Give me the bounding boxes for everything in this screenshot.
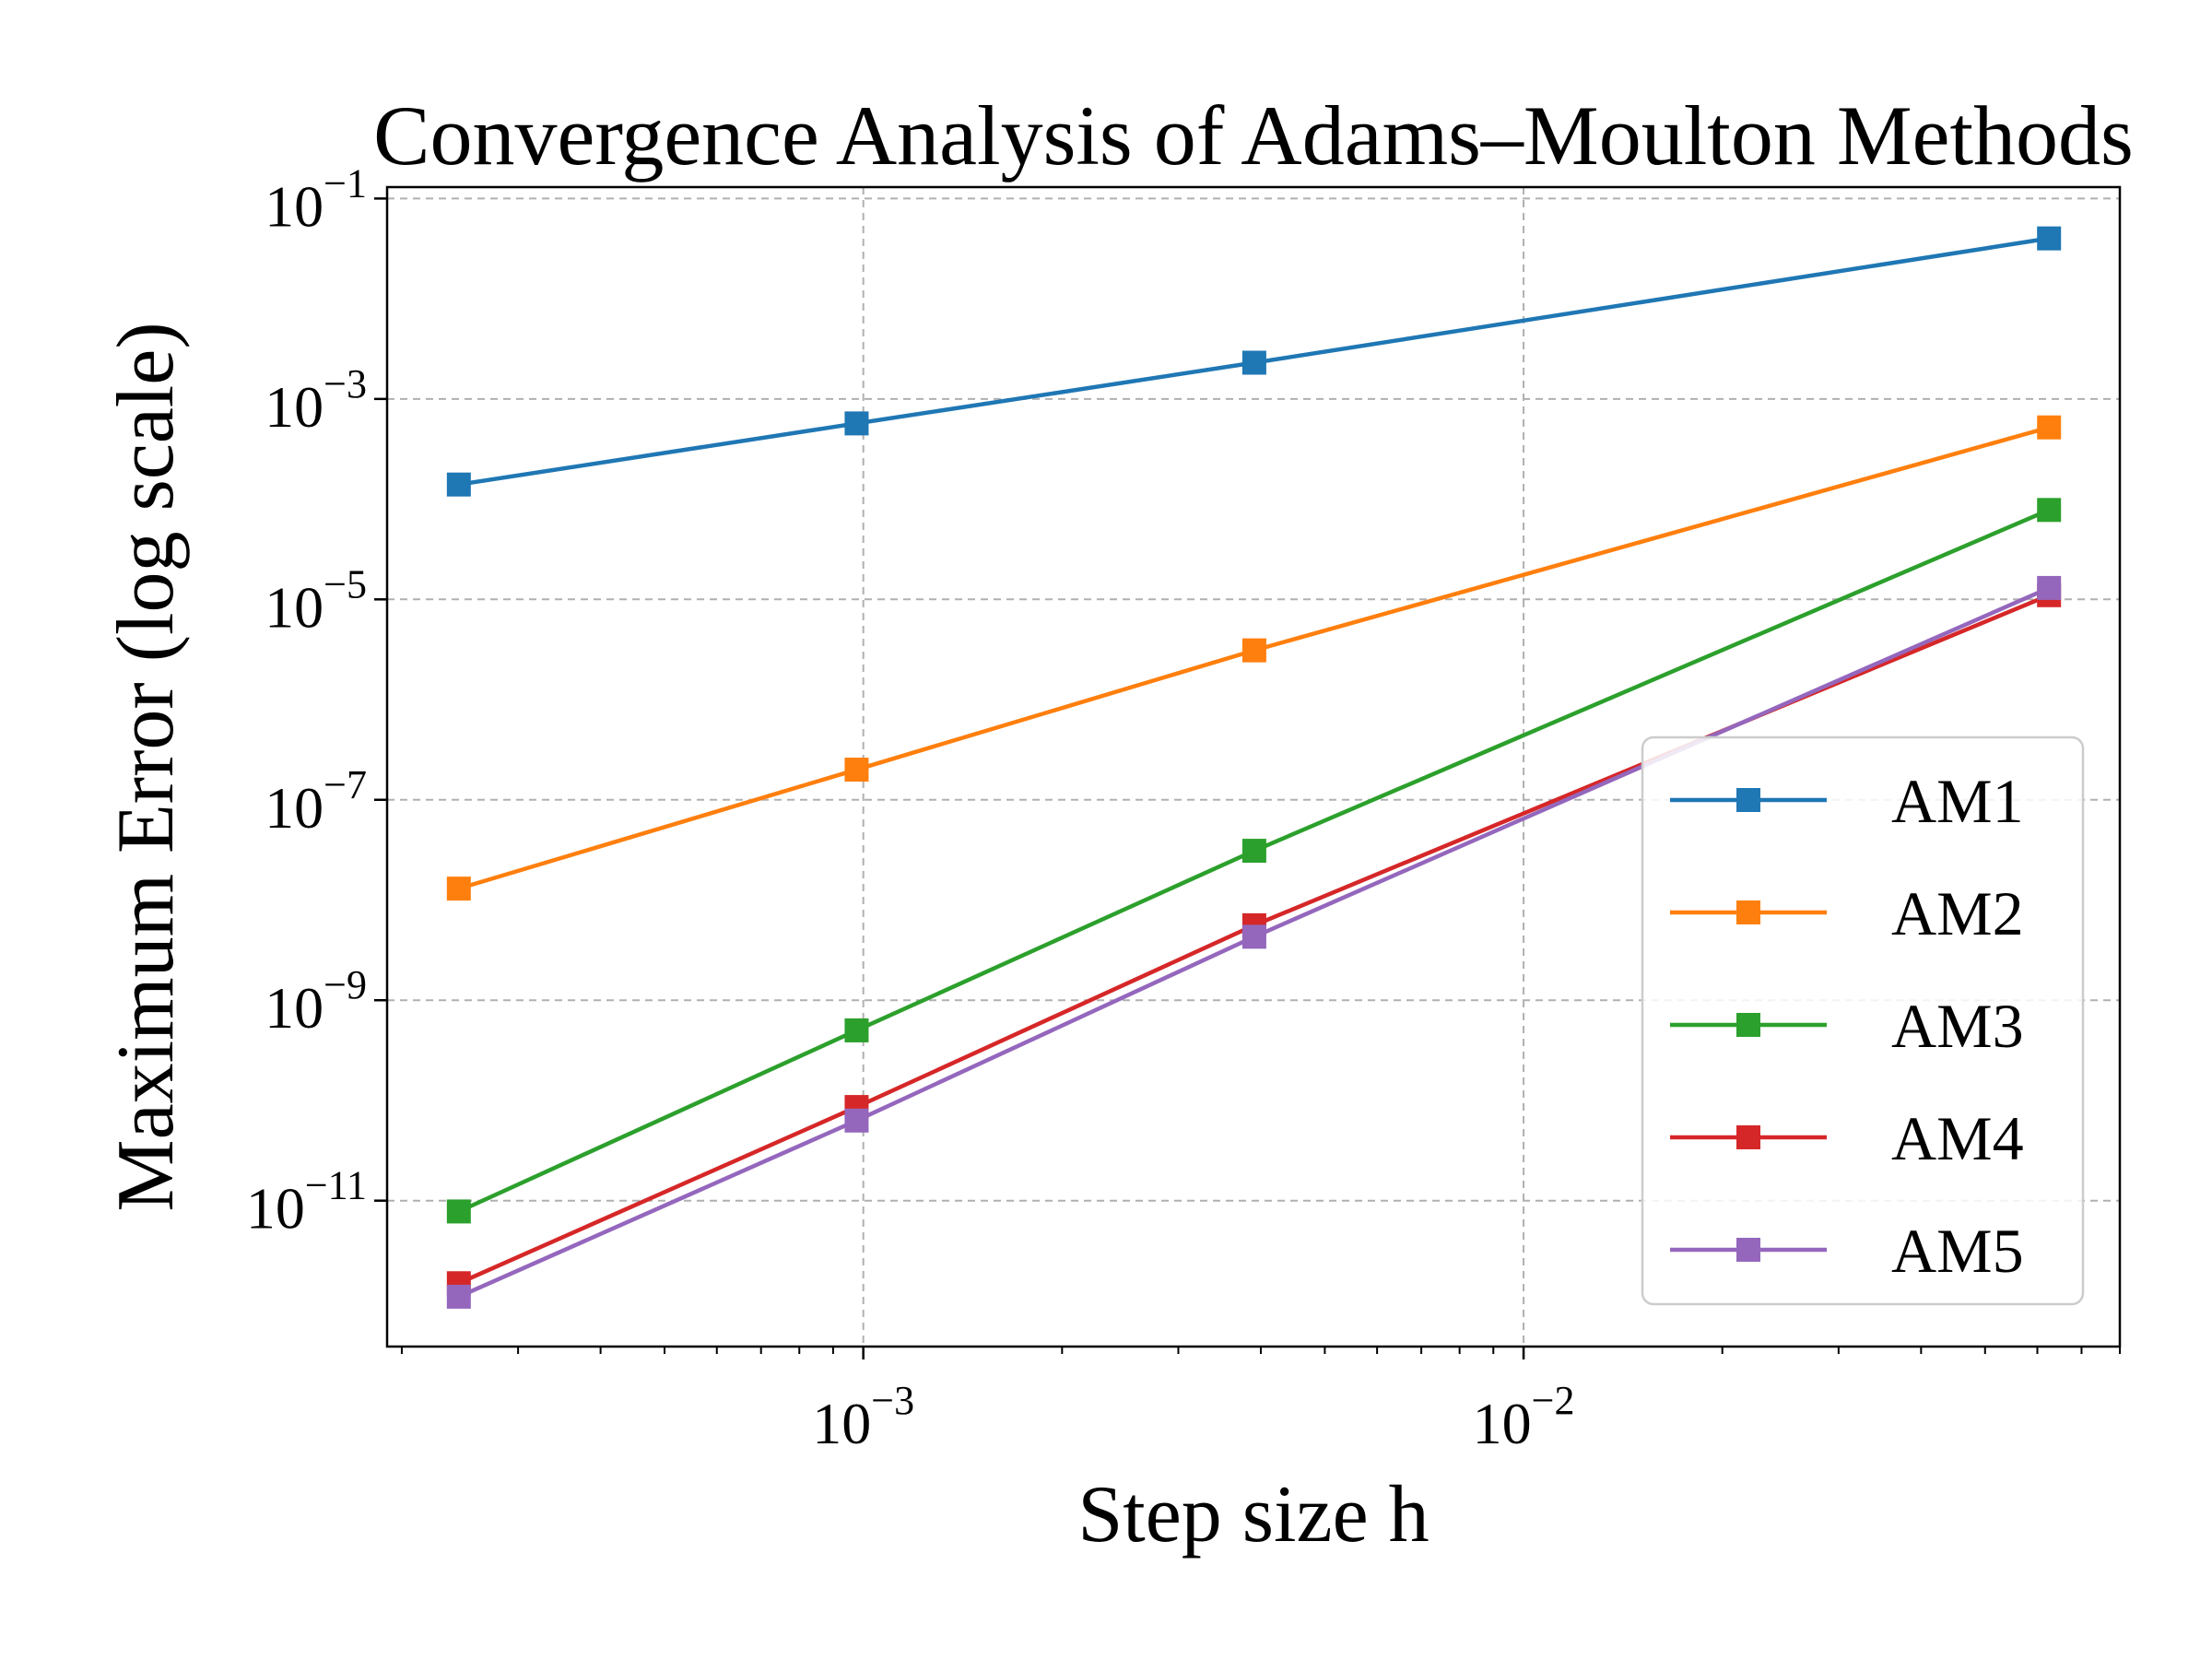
series-line	[457, 508, 2051, 1214]
plot-frame	[385, 185, 2122, 1348]
data-point	[844, 758, 869, 782]
x-axis-label: Step size h	[1077, 1470, 1429, 1559]
series-am1	[446, 226, 2062, 497]
legend-item-am1: AM1	[1670, 766, 2024, 836]
data-point	[1241, 924, 1266, 949]
data-point	[1241, 638, 1266, 663]
legend-item-am3: AM3	[1670, 991, 2024, 1061]
legend: AM1 AM2 AM3 AM4 AM5	[1641, 735, 2085, 1306]
legend-swatch-marker	[1736, 900, 1760, 924]
y-tick-label: 10−1	[265, 160, 367, 239]
y-tick-label: 10−7	[265, 762, 367, 841]
data-point	[844, 411, 869, 436]
x-tick-label: 10−3	[812, 1378, 914, 1456]
legend-label: AM2	[1891, 878, 2024, 948]
series-line	[458, 236, 2050, 487]
y-tick-label: 10−5	[265, 561, 367, 640]
legend-item-am2: AM2	[1670, 878, 2024, 948]
data-point	[2037, 498, 2062, 523]
y-axis-label: Maximum Error (log scale)	[101, 322, 191, 1211]
data-point	[446, 877, 471, 901]
data-point	[1241, 350, 1266, 375]
data-point	[2037, 226, 2062, 251]
data-point	[2037, 415, 2062, 440]
series-am2	[446, 415, 2062, 901]
chart-title: Convergence Analysis of Adams–Moulton Me…	[373, 88, 2134, 182]
legend-label: AM3	[1891, 991, 2024, 1061]
axis-ticks: 10−3 10−2 10−1 10−3 10−5 10−7 10−9 10−11	[246, 160, 2121, 1456]
data-point	[446, 1199, 471, 1224]
legend-label: AM4	[1891, 1103, 2024, 1173]
data-point	[446, 472, 471, 497]
series-line	[458, 425, 2050, 891]
series-am3	[446, 498, 2062, 1224]
data-point	[446, 1284, 471, 1309]
legend-label: AM5	[1891, 1216, 2024, 1286]
legend-swatch-marker	[1736, 1125, 1760, 1149]
legend-swatch-marker	[1736, 1013, 1760, 1037]
legend-item-am5: AM5	[1670, 1216, 2024, 1286]
x-tick-label: 10−2	[1473, 1378, 1575, 1456]
legend-label: AM1	[1891, 766, 2024, 836]
legend-box	[1641, 735, 2085, 1306]
data-point	[2037, 575, 2062, 600]
y-tick-label: 10−11	[246, 1163, 367, 1241]
data-point	[844, 1018, 869, 1042]
legend-swatch-marker	[1736, 788, 1760, 812]
data-point	[844, 1108, 869, 1133]
legend-item-am4: AM4	[1670, 1103, 2024, 1173]
legend-swatch-marker	[1736, 1238, 1760, 1262]
data-point	[1241, 839, 1266, 864]
y-tick-label: 10−9	[265, 962, 367, 1041]
y-tick-label: 10−3	[265, 361, 367, 440]
